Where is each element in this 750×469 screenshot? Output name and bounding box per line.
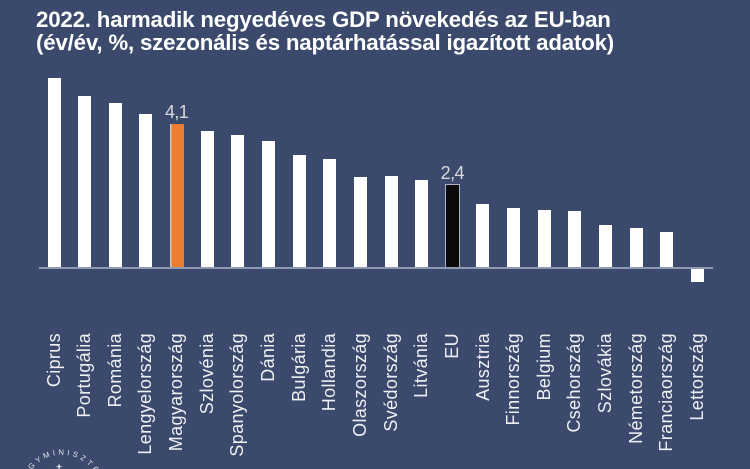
- svg-text:ÜGYMINISZTÉRI: ÜGYMINISZTÉRI: [21, 448, 107, 469]
